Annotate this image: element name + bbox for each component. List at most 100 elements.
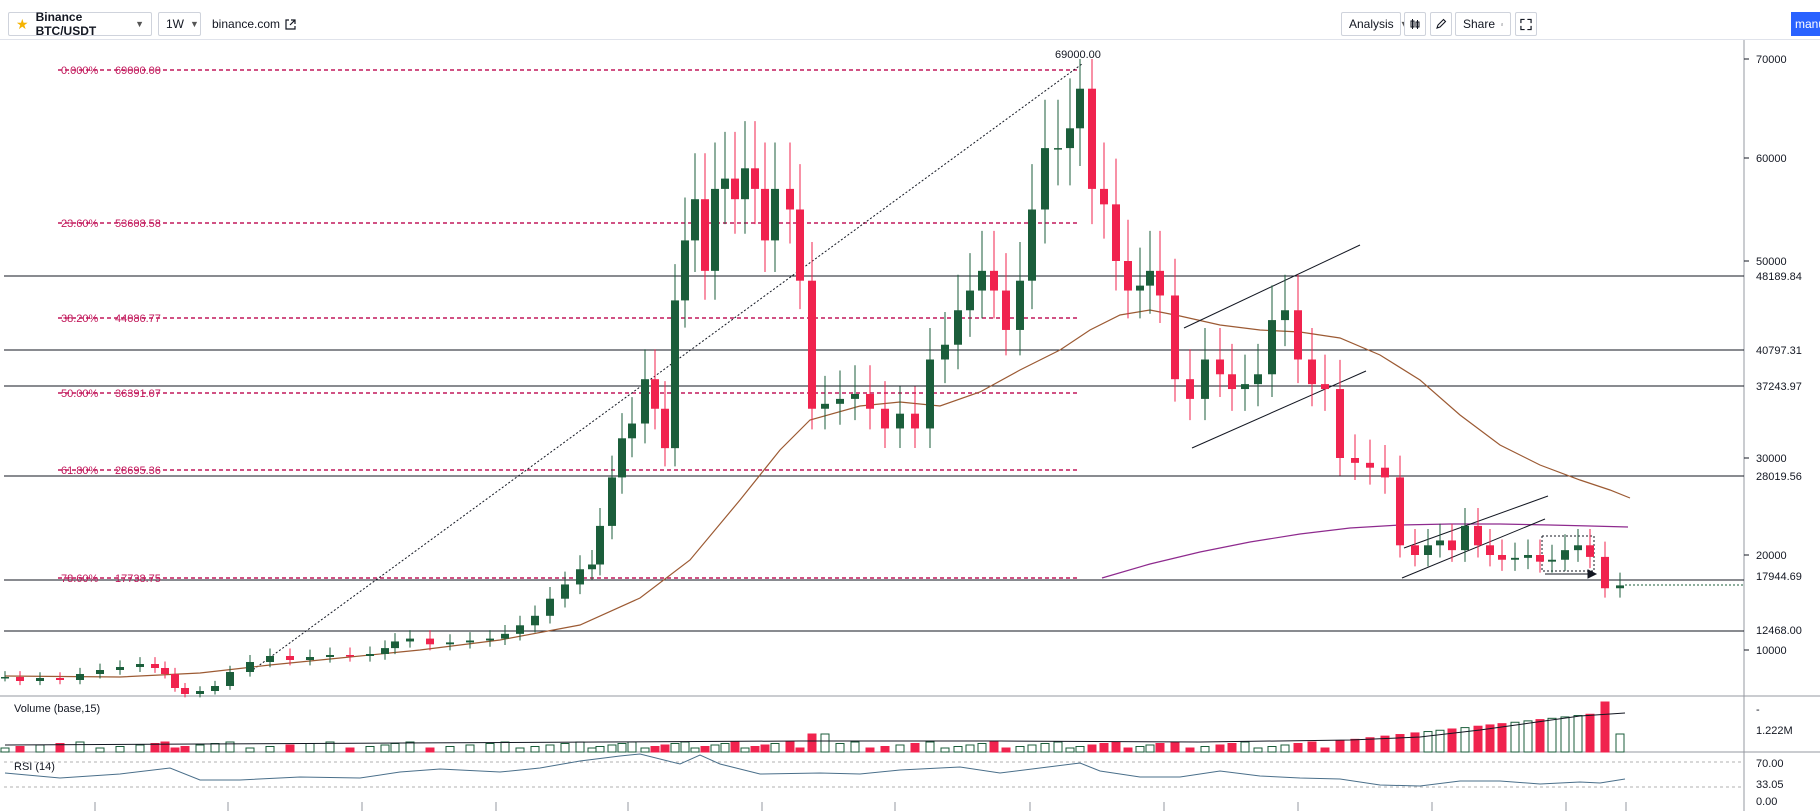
candle-body [326,655,334,657]
candle-body [990,270,998,291]
candle-body [161,668,169,674]
candle-body [911,413,919,429]
fib-pct-label: 23.60% [61,218,99,230]
analysis-button[interactable]: Analysis ▼ [1341,12,1409,36]
source-label: binance.com [212,17,281,31]
volume-bar [1200,746,1210,753]
candle-body [1616,585,1624,589]
volume-bar [305,743,315,753]
volume-bar [545,744,555,753]
candles-button[interactable] [1404,12,1426,36]
volume-bar [1560,716,1570,753]
drawing-button[interactable] [1430,12,1452,36]
candle-body [711,188,719,271]
candle-body [731,178,739,200]
fib-value-label: 28695.36 [115,465,161,477]
candle-body [1561,550,1569,560]
candle-body [1548,559,1556,562]
volume-bar [325,741,335,753]
candle-body [1486,545,1494,555]
fib-value-label: 44086.77 [115,313,161,325]
candle-body [641,379,649,424]
volume-ma-line [4,712,1626,746]
candle-body [1511,557,1519,560]
symbol-selector[interactable]: ★ Binance BTC/USDT ▼ [8,10,152,38]
volume-bar [910,743,920,753]
candle-body [346,655,354,657]
volume-bar [1395,734,1405,753]
candle-body [1366,462,1374,468]
candle-body [1524,555,1532,558]
candle-body [96,670,104,674]
channel-drawings[interactable] [1183,244,1598,579]
candle-body [391,641,399,649]
candle-body [171,674,179,688]
rsi-axis-label: 33.05 [1756,779,1784,791]
candle-body [196,691,204,694]
candle-body [881,408,889,429]
volume-bar [660,744,670,753]
volume-bar [1380,735,1390,753]
volume-bar [640,747,650,753]
price-chart[interactable]: 0.000% 69000.00 23.60% 53608.58 38.20% 4… [0,40,1820,811]
volume-bar [515,747,525,753]
volume-bar [1535,719,1545,753]
star-icon[interactable]: ★ [16,15,29,32]
volume-bar [1585,713,1595,753]
candle-body [1308,359,1316,385]
fib-trend-line[interactable] [249,63,1083,673]
volume-bar [740,747,750,753]
volume-bar [150,743,160,753]
candle-body [851,393,859,399]
candle-body [486,638,494,641]
source-link[interactable]: binance.com [212,12,296,36]
candle-body [1201,359,1209,399]
interval-selector[interactable]: 1W ▼ [158,12,201,36]
candle-body [381,648,389,654]
volume-axis-label: 1.222M [1756,725,1793,737]
candle-body [1436,540,1444,546]
candle-body [1461,525,1469,551]
share-button[interactable]: Share [1455,12,1511,36]
candle-body [426,638,434,645]
price-tick-label: 50000 [1756,256,1787,268]
candle-body [1281,310,1289,321]
candle-body [681,240,689,301]
level-price-label: 48189.84 [1756,271,1802,283]
volume-bar [1473,725,1483,753]
volume-bar [1497,723,1507,753]
candle-body [691,199,699,241]
time-axis-ticks [94,802,1627,811]
volume-bar [977,743,987,753]
level-price-label: 37243.97 [1756,381,1802,393]
candle-body [1124,261,1132,291]
volume-bar [180,746,190,753]
level-price-label: 28019.56 [1756,471,1802,483]
volume-bar [953,746,963,753]
user-button[interactable]: manu [1791,12,1820,36]
candle-body [1112,204,1120,261]
candle-body [1574,545,1582,551]
volume-bar [627,741,637,753]
candle-body [366,654,374,656]
ma-brown-line [4,309,1631,678]
candle-body [1076,88,1084,129]
candle-body [246,662,254,672]
candle-body [796,209,804,281]
candle-body [36,678,44,681]
candle-body [786,188,794,210]
volume-bar [1600,701,1610,753]
fib-pct-label: 78.60% [61,573,99,585]
volume-bar [680,741,690,753]
fullscreen-button[interactable] [1515,12,1537,36]
candle-body [211,686,219,691]
volume-bar [1001,747,1011,753]
candle-body [1016,280,1024,330]
volume-bar [1293,743,1303,753]
fibonacci-retracement[interactable]: 0.000% 69000.00 23.60% 53608.58 38.20% 4… [58,65,1080,585]
level-price-label: 17944.69 [1756,571,1802,583]
volume-bar [560,743,570,753]
volume-bar [485,743,495,753]
ma-purple-line [1101,523,1629,579]
candle-body [1228,374,1236,390]
